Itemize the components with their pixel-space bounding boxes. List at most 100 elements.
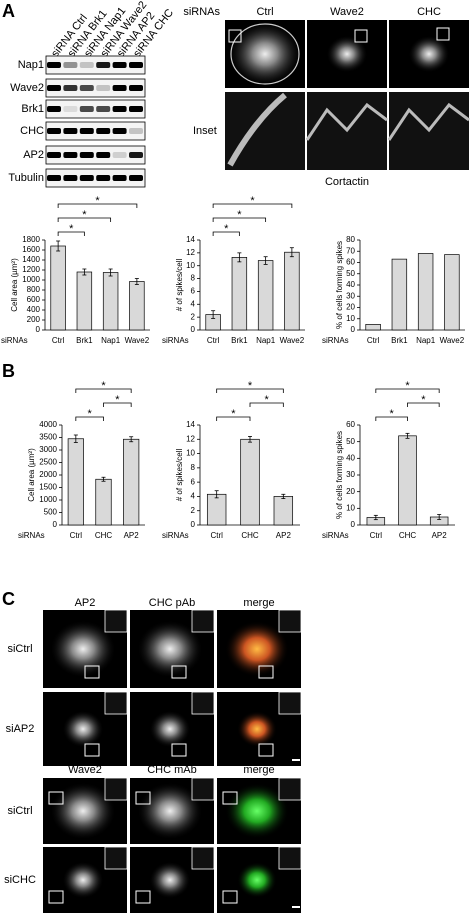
blot-strip (45, 145, 146, 165)
blot-band (47, 85, 61, 91)
blot-band (96, 175, 111, 181)
significance-label: * (250, 195, 255, 207)
inset (104, 846, 128, 870)
channel-label: Wave2 (68, 764, 102, 776)
cell (229, 22, 301, 86)
y-tick-label: 4000 (39, 420, 57, 429)
y-tick-label: 0 (191, 325, 196, 334)
cell (63, 862, 103, 898)
x-tick-label: Brk1 (76, 336, 93, 345)
y-axis-label: % of cells forming spikes (335, 241, 344, 329)
error-bar (248, 436, 252, 443)
significance-label: * (390, 408, 395, 420)
inset (278, 609, 302, 633)
y-tick-label: 1800 (22, 235, 40, 244)
blot-band (96, 62, 111, 68)
x-tick-label: Ctrl (210, 531, 223, 540)
y-tick-label: 800 (27, 285, 41, 294)
y-tick-label: 4 (191, 299, 196, 308)
channel-label: merge (243, 764, 274, 776)
y-tick-label: 60 (346, 258, 355, 267)
bar (123, 438, 140, 526)
inset-box (436, 27, 450, 41)
row-title: siRNAs (183, 6, 220, 18)
y-axis-label: # of spikes/cell (175, 259, 184, 312)
error-bar (101, 476, 106, 482)
y-tick-label: 0 (191, 520, 196, 529)
bar (102, 272, 119, 331)
significance-bracket (216, 416, 251, 421)
inset (191, 846, 215, 870)
x-axis-label: siRNAs (1, 336, 28, 345)
blot-band (63, 85, 78, 91)
row-label: siCtrl (7, 643, 32, 655)
inset-box (48, 791, 64, 805)
blot-band (47, 152, 61, 158)
error-bar (373, 514, 378, 521)
y-tick-label: 12 (186, 248, 195, 257)
x-axis-label: siRNAs (162, 336, 189, 345)
y-tick-label: 1500 (39, 483, 57, 492)
y-tick-label: 50 (346, 269, 355, 278)
blot-band (112, 128, 127, 134)
cell (63, 711, 103, 747)
blot-strip (45, 168, 146, 188)
spikes (227, 92, 287, 167)
blot-band (112, 85, 127, 91)
y-tick-label: 70 (346, 246, 355, 255)
blot-band (96, 152, 111, 158)
spikes (387, 102, 470, 141)
y-tick-label: 12 (186, 434, 195, 443)
significance-label: * (101, 380, 106, 392)
cell (225, 621, 289, 677)
error-bar (129, 436, 134, 443)
bar (76, 271, 93, 331)
panel-label: C (2, 589, 15, 609)
blot-band (63, 128, 78, 134)
y-tick-label: 14 (186, 235, 195, 244)
significance-bracket (57, 203, 138, 208)
inset-box (171, 743, 187, 757)
panel-label: A (2, 1, 15, 21)
y-tick-label: 2 (191, 506, 196, 515)
significance-label: * (69, 223, 74, 235)
significance-label: * (237, 209, 242, 221)
blot-row-label: Wave2 (10, 82, 44, 94)
inset-box (258, 665, 274, 679)
blot-band (112, 62, 127, 68)
blot-band (47, 128, 61, 134)
significance-label: * (265, 394, 270, 406)
x-tick-label: Nap1 (101, 336, 121, 345)
cell (150, 711, 190, 747)
x-axis-label: siRNAs (322, 531, 349, 540)
inset-box (48, 890, 64, 904)
y-tick-label: 10 (346, 503, 355, 512)
significance-label: * (115, 394, 120, 406)
cell (51, 621, 115, 677)
inset (191, 777, 215, 801)
blot-band (129, 106, 143, 112)
inset-box (222, 791, 238, 805)
bar (240, 438, 260, 526)
blot-band (79, 152, 94, 158)
significance-label: * (231, 408, 236, 420)
panel-label: B (2, 361, 15, 381)
significance-bracket (249, 402, 284, 407)
blot-strip (45, 121, 146, 141)
significance-bracket (212, 217, 267, 222)
bar (95, 478, 112, 526)
channel-label: CHC mAb (147, 764, 197, 776)
blot-row-label: Tubulin (8, 172, 44, 184)
bar (206, 493, 227, 526)
cell (327, 36, 367, 72)
error-bar (289, 247, 294, 258)
y-tick-label: 20 (346, 303, 355, 312)
row-label: siCHC (4, 874, 36, 886)
blot-row-label: CHC (20, 125, 44, 137)
inset (191, 609, 215, 633)
blot-row-label: AP2 (23, 149, 44, 161)
bar (398, 435, 417, 526)
column-title: Wave2 (330, 6, 364, 18)
error-bar (56, 240, 61, 252)
bar (67, 438, 84, 526)
